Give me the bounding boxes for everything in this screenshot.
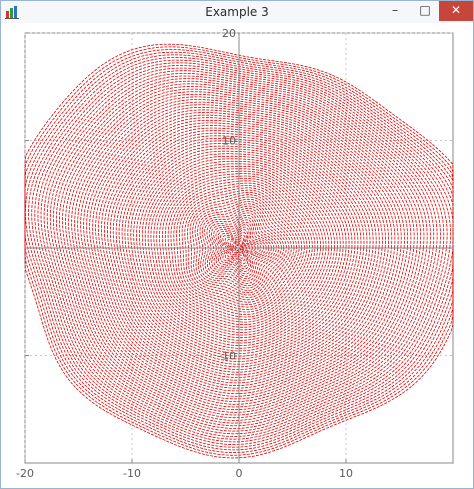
close-button[interactable]: ✕ — [439, 1, 473, 21]
contour-plot[interactable]: -20 -10 0 10 20 10 -10 — [1, 23, 473, 488]
contour-curve — [224, 231, 256, 265]
tick-label-layer: -20 -10 0 10 20 10 -10 — [16, 27, 353, 480]
title-bar[interactable]: Example 3 – □ ✕ — [1, 1, 473, 23]
y-tick-label: 10 — [222, 135, 236, 148]
contour-curve — [222, 229, 259, 267]
contour-curve — [109, 127, 374, 373]
contour-curve — [74, 96, 412, 405]
y-tick-label: 20 — [222, 27, 236, 40]
contour-curve — [24, 46, 454, 456]
contour-curve — [52, 78, 435, 424]
contour-curve — [199, 205, 285, 291]
minimize-button[interactable]: – — [392, 3, 398, 17]
y-tick-label: -10 — [218, 350, 236, 363]
contour-curve — [187, 194, 298, 303]
contour-curve — [121, 137, 362, 363]
contour-curve — [92, 112, 393, 389]
contour-curve — [118, 135, 365, 365]
contour-curve — [40, 67, 448, 435]
x-tick-label: 0 — [236, 467, 243, 480]
axis-layer — [24, 32, 453, 463]
contour-curve — [56, 80, 431, 421]
x-tick-label: -20 — [16, 467, 34, 480]
x-tick-label: -10 — [123, 467, 141, 480]
contour-curve — [164, 175, 319, 323]
plot-area[interactable]: -20 -10 0 10 20 10 -10 — [1, 23, 473, 488]
contour-curve — [24, 43, 454, 459]
contour-curve — [89, 109, 396, 392]
x-tick-label: 10 — [339, 467, 353, 480]
window-title: Example 3 — [205, 5, 269, 19]
bar-chart-icon — [5, 6, 19, 19]
maximize-button[interactable]: □ — [419, 3, 431, 17]
contour-curve — [215, 221, 267, 275]
contour-curve — [71, 93, 415, 408]
contour-curve — [115, 132, 368, 368]
contour-curve — [95, 114, 389, 387]
